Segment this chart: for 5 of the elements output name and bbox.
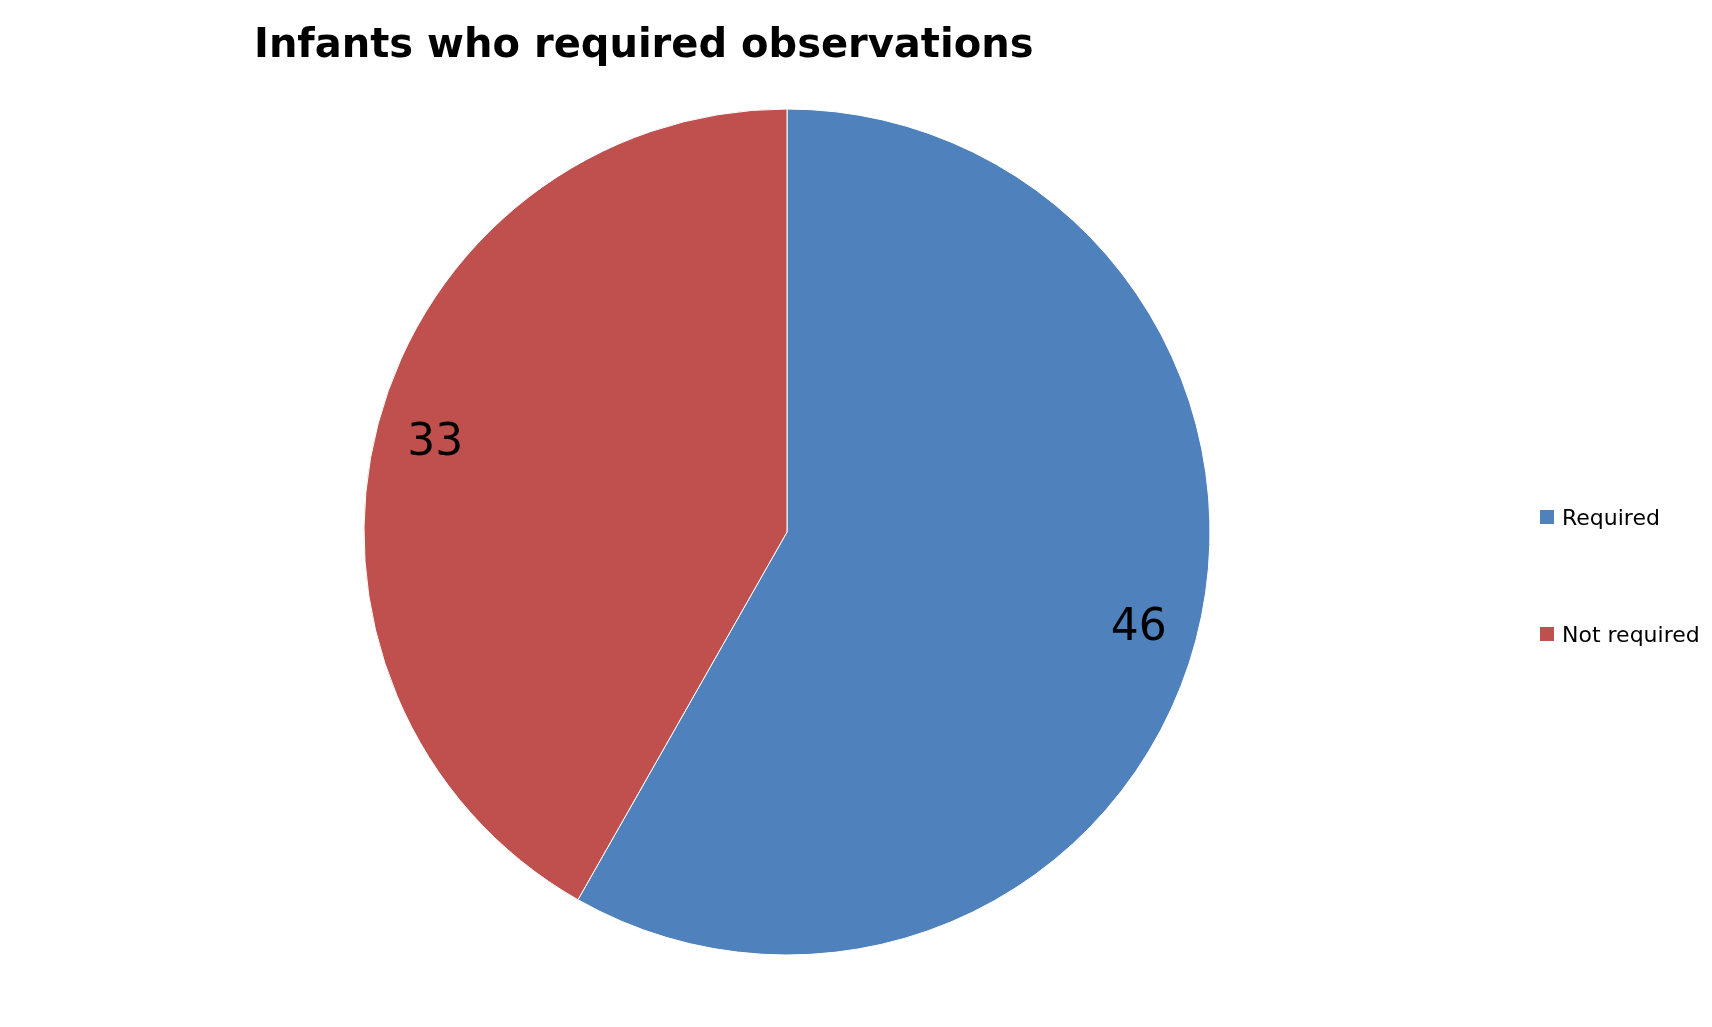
data-label: 46 [1110, 599, 1167, 651]
data-label: 33 [407, 413, 464, 465]
legend-label: Required [1562, 504, 1660, 530]
legend-label: Not required [1562, 621, 1700, 647]
chart-title: Infants who required observations [254, 20, 1034, 66]
